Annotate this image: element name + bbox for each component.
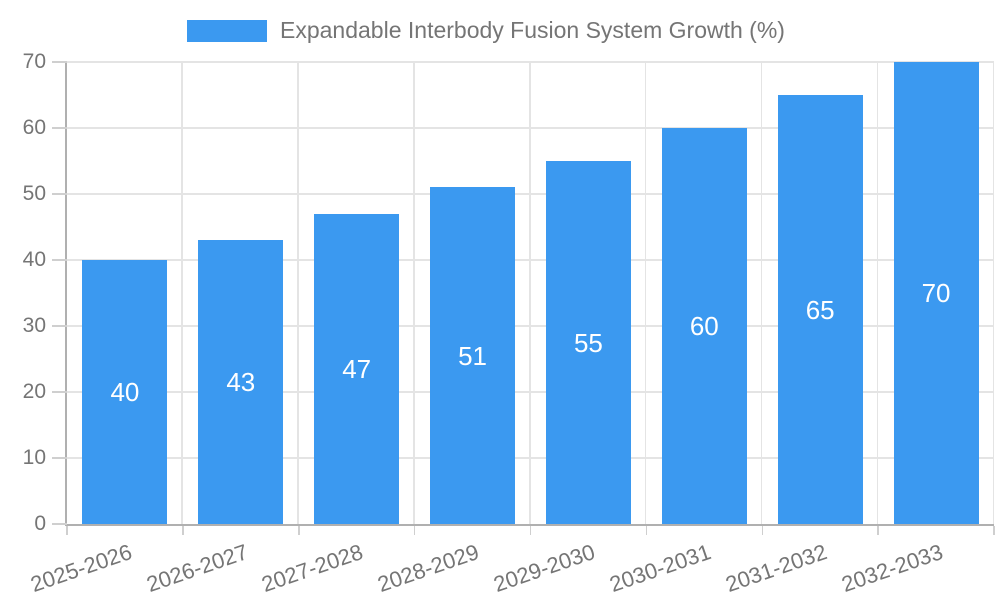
x-axis-tick-mark (645, 526, 648, 535)
gridline-horizontal (67, 457, 994, 459)
x-axis-category-label: 2031-2032 (722, 539, 831, 597)
gridline-horizontal (67, 127, 994, 129)
bar-value-label: 65 (805, 294, 835, 325)
bar-2028-2029[interactable]: 51 (430, 187, 516, 524)
chart-legend: Expandable Interbody Fusion System Growt… (187, 17, 785, 44)
x-axis-category-label: 2028-2029 (374, 539, 483, 597)
gridline-vertical (760, 62, 763, 524)
bar-2031-2032[interactable]: 65 (777, 95, 863, 524)
legend-swatch (187, 19, 267, 42)
gridline-vertical (413, 62, 415, 524)
y-axis-tick-label: 30 (22, 314, 46, 337)
y-axis-tick-mark (52, 457, 67, 459)
gridline-horizontal (67, 391, 994, 393)
x-axis-tick-mark (529, 526, 532, 535)
bar-2030-2031[interactable]: 60 (661, 128, 747, 524)
y-axis-tick-mark (52, 127, 67, 129)
y-axis-line (65, 62, 67, 526)
y-axis-tick-mark (52, 61, 67, 63)
y-axis-tick-label: 20 (22, 380, 46, 403)
y-axis-tick-label: 10 (22, 446, 46, 469)
bar-value-label: 43 (226, 367, 256, 398)
bar-value-label: 40 (110, 377, 140, 407)
x-axis-category-label: 2027-2028 (258, 539, 367, 597)
x-axis-tick-mark (761, 526, 763, 535)
x-axis-baseline (65, 524, 994, 526)
gridline-horizontal (67, 61, 994, 63)
gridline-horizontal (67, 259, 994, 261)
gridline-horizontal (67, 325, 994, 327)
bar-value-label: 60 (689, 311, 719, 341)
x-axis-tick-mark (298, 526, 300, 535)
x-axis-category-label: 2030-2031 (606, 539, 715, 597)
x-axis-tick-mark (877, 526, 879, 535)
bar-value-label: 51 (458, 340, 488, 371)
y-axis-tick-label: 50 (22, 182, 46, 205)
gridline-horizontal (67, 193, 994, 195)
bar-2025-2026[interactable]: 40 (82, 260, 168, 524)
y-axis-tick-mark (52, 259, 67, 261)
gridline-vertical (529, 62, 531, 524)
y-axis-tick-label: 0 (34, 512, 46, 535)
plot-area: 40 43 47 51 55 60 65 70 (65, 61, 994, 526)
gridline-vertical (992, 62, 994, 524)
bar-2027-2028[interactable]: 47 (314, 213, 400, 524)
gridline-vertical (297, 62, 299, 524)
y-axis-tick-mark (52, 325, 67, 327)
bar-2026-2027[interactable]: 43 (198, 240, 284, 524)
bar-value-label: 70 (921, 278, 951, 308)
y-axis-tick-label: 60 (22, 116, 46, 139)
y-axis-tick-mark (52, 523, 67, 525)
bar-2029-2030[interactable]: 55 (545, 161, 631, 524)
y-axis-tick-mark (52, 391, 67, 393)
x-axis-tick-mark (66, 526, 68, 535)
legend-label: Expandable Interbody Fusion System Growt… (280, 17, 785, 43)
bar-2032-2033[interactable]: 70 (893, 62, 979, 524)
bar-value-label: 55 (573, 327, 603, 358)
y-axis-tick-mark (52, 193, 67, 195)
y-axis-tick-label: 40 (22, 248, 46, 271)
gridline-vertical (644, 62, 647, 524)
x-axis-category-label: 2032-2033 (838, 539, 946, 597)
y-axis-tick-label: 70 (22, 50, 46, 73)
bar-value-label: 47 (342, 353, 372, 384)
x-axis-tick-mark (182, 526, 184, 535)
x-axis-category-label: 2025-2026 (27, 539, 135, 597)
gridline-vertical (876, 62, 879, 524)
x-axis-tick-mark (993, 526, 995, 535)
x-axis-category-label: 2029-2030 (490, 539, 599, 597)
gridline-vertical (181, 62, 183, 524)
x-axis-category-label: 2026-2027 (143, 539, 251, 597)
x-axis-tick-mark (413, 526, 416, 535)
